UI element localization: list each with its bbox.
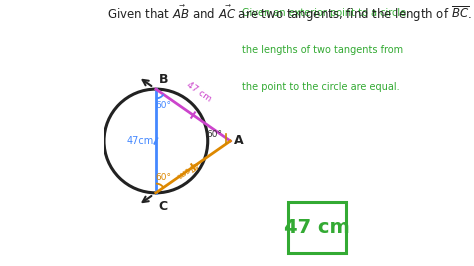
Text: the point to the circle are equal.: the point to the circle are equal. [242, 82, 400, 93]
FancyBboxPatch shape [288, 202, 346, 253]
Text: 47cm: 47cm [174, 158, 200, 180]
Text: 47cm: 47cm [126, 136, 154, 146]
Text: 47 cm: 47 cm [284, 218, 350, 237]
Text: the lengths of two tangents from: the lengths of two tangents from [242, 45, 403, 55]
Text: 60°: 60° [156, 101, 172, 110]
Text: C: C [158, 200, 168, 213]
Text: A: A [234, 135, 243, 147]
Text: 60°: 60° [156, 173, 172, 182]
Text: B: B [158, 73, 168, 86]
Text: Given an exterior point to a circle,: Given an exterior point to a circle, [242, 8, 410, 18]
Text: 60°: 60° [206, 130, 222, 139]
Text: Given that $\vec{AB}$ and $\vec{AC}$ are two tangents, find the length of $\over: Given that $\vec{AB}$ and $\vec{AC}$ are… [107, 4, 472, 24]
Text: 47 cm: 47 cm [185, 80, 213, 104]
